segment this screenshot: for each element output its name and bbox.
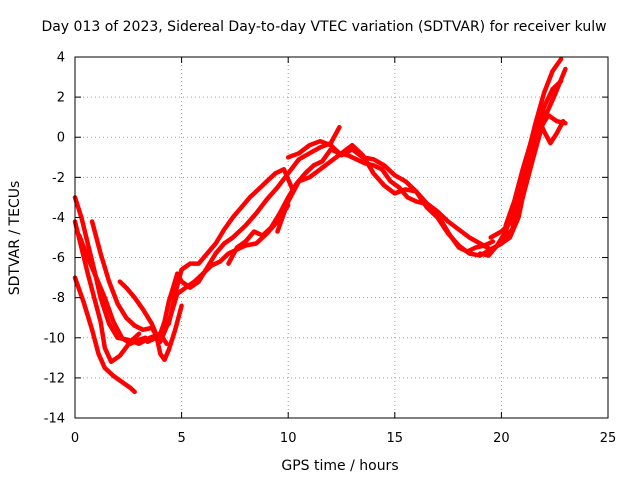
gridlines: [75, 57, 608, 418]
y-axis-label: SDTVAR / TECUs: [7, 181, 23, 296]
series-line-8: [166, 167, 295, 326]
series-line-4: [77, 233, 148, 347]
x-tick-labels: 0 5 10 15 20 25: [71, 431, 616, 446]
series-line-2: [72, 219, 142, 365]
y-tick-label: -6: [52, 251, 65, 266]
series-line-10: [275, 78, 564, 258]
x-tick-label: 5: [177, 431, 185, 446]
y-tick-label: 2: [57, 91, 65, 106]
series-line-9: [226, 147, 496, 266]
y-tick-label: -2: [52, 171, 65, 186]
x-tick-label: 10: [280, 431, 297, 446]
series-line-14: [503, 118, 566, 228]
x-tick-label: 20: [493, 431, 510, 446]
y-tick-label: -4: [52, 211, 65, 226]
y-tick-label: -12: [44, 371, 65, 386]
series-line-3: [72, 195, 169, 347]
y-tick-label: -8: [52, 291, 65, 306]
x-tick-label: 15: [387, 431, 404, 446]
data-series: [72, 56, 568, 395]
x-tick-label: 25: [600, 431, 617, 446]
plot-frame: [74, 56, 609, 419]
x-axis-label: GPS time / hours: [281, 458, 398, 474]
series-line-7: [145, 124, 342, 345]
y-tick-label: -14: [44, 412, 65, 427]
y-tick-label: 0: [57, 131, 65, 146]
series-line-6: [117, 279, 184, 363]
y-tick-labels: -14 -12 -10 -8 -6 -4 -2 0 2 4: [44, 51, 65, 427]
y-tick-label: 4: [57, 51, 65, 66]
axis-ticks: [74, 56, 609, 419]
y-tick-label: -10: [44, 331, 65, 346]
series-line-5: [89, 203, 291, 345]
x-tick-label: 0: [71, 431, 79, 446]
chart-title: Day 013 of 2023, Sidereal Day-to-day VTE…: [41, 19, 606, 35]
series-line-1: [72, 275, 137, 395]
